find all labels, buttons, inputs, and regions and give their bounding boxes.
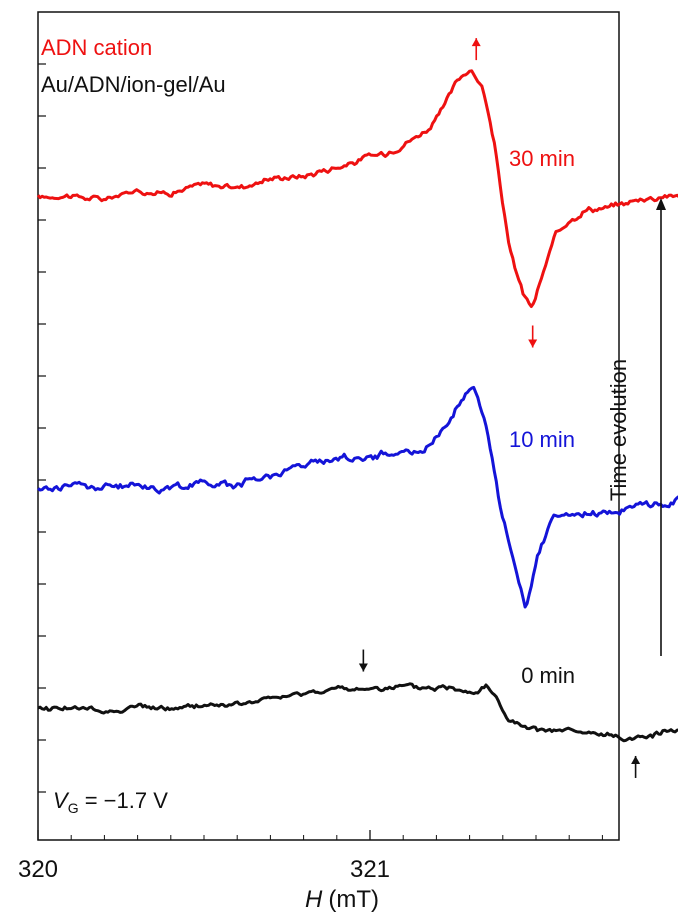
marker-layer: [358, 38, 641, 778]
plot-frame: [37, 11, 620, 841]
x-axis-unit: (mT): [328, 886, 379, 913]
series-label-0min: 0 min: [521, 663, 575, 688]
x-tick-label: 320: [18, 856, 58, 883]
gate-voltage-symbol: V: [53, 788, 70, 813]
marker-arrow-up: [471, 38, 481, 61]
legend-line-1: ADN cation: [41, 35, 152, 60]
marker-arrow-down: [528, 325, 538, 348]
series-line-10min: [37, 385, 678, 609]
gate-voltage-value: = −1.7 V: [79, 788, 169, 813]
marker-arrow-head: [631, 755, 641, 764]
time-evolution-label: Time evolution: [606, 359, 631, 501]
series-line-0min: [37, 682, 678, 743]
x-axis-symbol: H: [305, 886, 323, 913]
marker-arrow-head: [528, 339, 538, 348]
series-label-10min: 10 min: [509, 427, 575, 452]
gate-voltage-label: VG = −1.7 V: [53, 788, 168, 816]
series-line-30min: [36, 69, 678, 308]
legend-line-2: Au/ADN/ion-gel/Au: [41, 72, 226, 97]
time-evolution-arrow-head: [656, 198, 666, 210]
marker-arrow-down: [358, 649, 368, 672]
series-layer: [36, 69, 678, 743]
x-tick-label: 321: [350, 856, 390, 883]
marker-arrow-head: [471, 38, 481, 47]
marker-arrow-head: [358, 663, 368, 672]
x-axis-ticks: 320321322: [18, 830, 603, 883]
plot-border: [37, 11, 620, 841]
marker-arrow-up: [631, 755, 641, 778]
gate-voltage-subscript: G: [68, 800, 79, 816]
series-label-30min: 30 min: [509, 146, 575, 171]
y-axis-ticks: [38, 63, 46, 793]
time-evolution-indicator: Time evolution: [606, 198, 666, 656]
x-axis-title: H (mT): [305, 886, 379, 913]
